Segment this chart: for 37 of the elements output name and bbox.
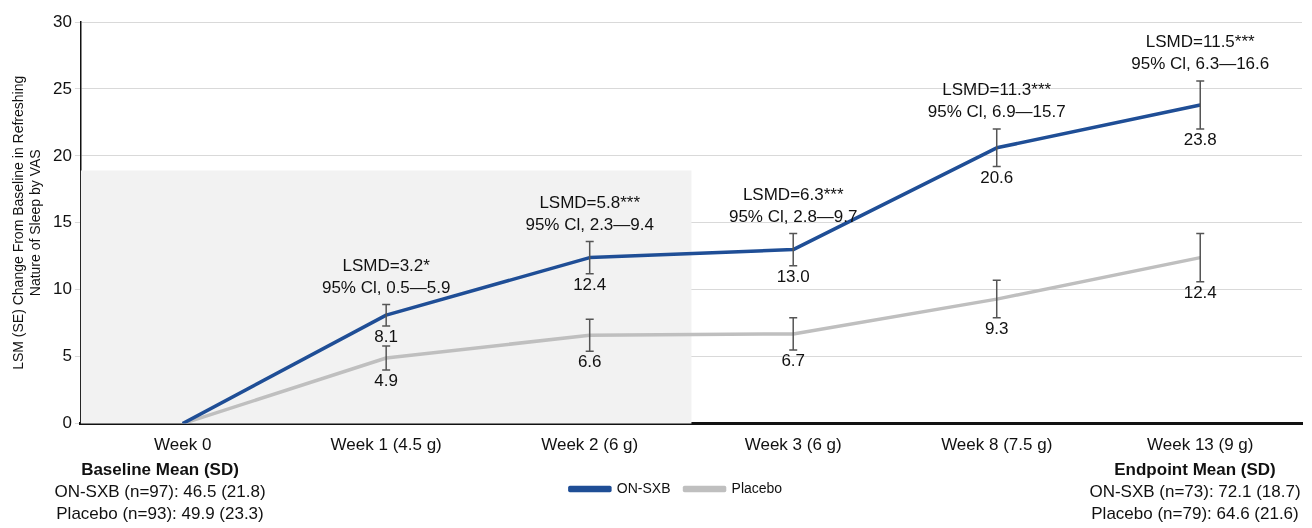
data-label: 12.4 [1183, 282, 1217, 302]
text: Endpoint Mean (SD) [1114, 460, 1276, 480]
text: ON-SXB (n=97): 46.5 (21.8) [54, 482, 266, 502]
y-tick-label: 5 [62, 346, 72, 366]
data-label: 12.4 [573, 274, 607, 294]
annotation: LSMD=3.2* 95% Cl, 0.5—5.9 [321, 255, 451, 297]
x-tick-label: Week 2 (6 g) [541, 435, 639, 455]
y-axis-title: LSM (SE) Change From Baseline in Refreshing Nature of Sleep by VAS [10, 75, 44, 370]
text: Placebo (n=79): 64.6 (21.6) [1091, 504, 1299, 524]
y-tick-label: 0 [62, 413, 72, 433]
x-tick-label: Week 3 (6 g) [744, 435, 842, 455]
data-label: 6.6 [577, 352, 602, 372]
annotation: LSMD=6.3*** 95% Cl, 2.8—9.7 [728, 184, 858, 226]
data-label: 4.9 [374, 371, 398, 391]
y-tick-label: 20 [52, 145, 72, 165]
annotation: LSMD=11.3*** 95% Cl, 6.9—15.7 [927, 80, 1066, 122]
x-tick-label: Week 8 (7.5 g) [941, 435, 1053, 455]
annotation: LSMD=11.5*** 95% Cl, 6.3—16.6 [1131, 32, 1270, 74]
data-label: 20.6 [980, 167, 1014, 187]
y-tick-label: 10 [52, 279, 72, 299]
data-label: 8.1 [374, 327, 398, 347]
data-label: 13.0 [776, 266, 810, 286]
x-tick-label: Week 13 (9 g) [1147, 435, 1254, 455]
x-tick-label: Week 1 (4.5 g) [330, 435, 442, 455]
data-label: 6.7 [781, 351, 806, 371]
y-tick-label: 15 [52, 212, 72, 232]
data-label: 9.3 [984, 319, 1009, 339]
text: ON-SXB (n=73): 72.1 (18.7) [1089, 482, 1301, 502]
x-tick-label: Week 0 [154, 435, 212, 455]
y-tick-label: 25 [52, 78, 72, 98]
legend-label: Placebo [731, 479, 783, 496]
annotation: LSMD=5.8*** 95% Cl, 2.3—9.4 [525, 192, 654, 234]
text: Placebo (n=93): 49.9 (23.3) [56, 504, 264, 524]
data-label: 23.8 [1183, 130, 1217, 150]
legend-label: ON-SXB [616, 479, 671, 496]
text: Baseline Mean (SD) [81, 460, 239, 480]
y-tick-label: 30 [52, 11, 72, 31]
